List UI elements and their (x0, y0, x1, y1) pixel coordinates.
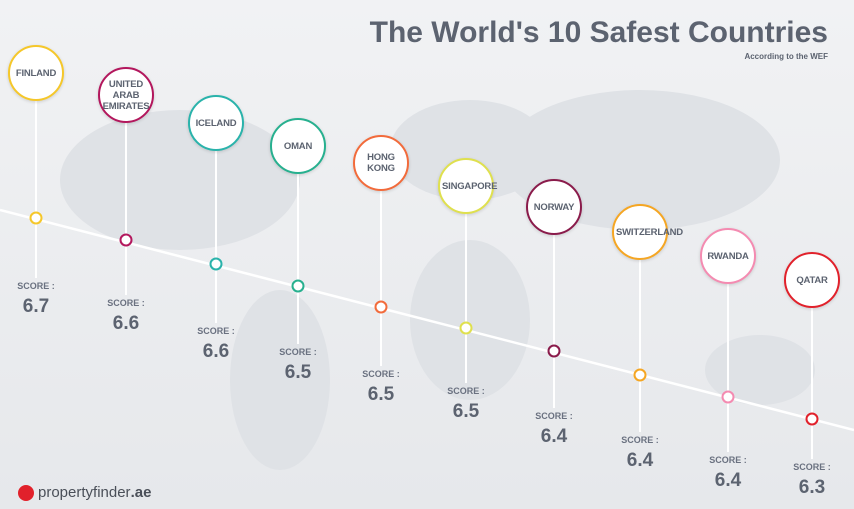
country-name: OMAN (283, 140, 313, 152)
score-label: SCORE : (447, 386, 485, 396)
score-label: SCORE : (17, 281, 55, 291)
country-bubble: ICELAND (188, 95, 244, 151)
score-value: 6.7 (22, 296, 50, 317)
score-value: 6.6 (202, 341, 230, 362)
marker-dot (805, 412, 819, 426)
marker-dot (119, 233, 133, 247)
score-label: SCORE : (793, 462, 831, 472)
score-value: 6.6 (112, 313, 140, 334)
country-bubble: NORWAY (526, 179, 582, 235)
score-label: SCORE : (107, 298, 145, 308)
marker-dot (209, 257, 223, 271)
country-bubble: OMAN (270, 118, 326, 174)
marker-dot (547, 344, 561, 358)
score-label: SCORE : (197, 326, 235, 336)
score-value: 6.3 (798, 477, 826, 498)
score-value: 6.5 (452, 401, 480, 422)
score-value: 6.4 (540, 426, 568, 447)
logo: propertyfinder .ae (18, 484, 151, 501)
country-name: HONG KONG (367, 152, 395, 174)
score-label: SCORE : (535, 411, 573, 421)
country-name: UNITED ARAB EMIRATES (102, 78, 150, 112)
marker-dot (633, 368, 647, 382)
country-bubble: SWITZERLAND (612, 204, 683, 260)
logo-brand: propertyfinder (38, 484, 131, 501)
score-label: SCORE : (279, 347, 317, 357)
score-value: 6.5 (367, 384, 395, 405)
subtitle: According to the WEF (744, 52, 828, 61)
score-label: SCORE : (362, 369, 400, 379)
country-name: RWANDA (707, 250, 749, 262)
country-name: SINGAPORE (442, 180, 498, 192)
country-bubble: QATAR (784, 252, 840, 308)
country-name: SWITZERLAND (616, 226, 683, 238)
country-name: NORWAY (533, 201, 575, 213)
country-bubble: RWANDA (700, 228, 756, 284)
logo-icon (18, 484, 34, 501)
marker-dot (721, 390, 735, 404)
title: The World's 10 Safest Countries (369, 16, 828, 49)
score-label: SCORE : (621, 435, 659, 445)
country-bubble: SINGAPORE (438, 158, 498, 214)
marker-dot (291, 279, 305, 293)
logo-domain: .ae (130, 484, 152, 501)
country-bubble: UNITED ARAB EMIRATES (98, 67, 154, 123)
marker-dot (374, 300, 388, 314)
score-value: 6.4 (714, 470, 742, 491)
country-bubble: HONG KONG (353, 135, 409, 191)
country-name: FINLAND (15, 67, 57, 79)
country-bubble: FINLAND (8, 45, 64, 101)
country-name: QATAR (796, 274, 828, 286)
score-label: SCORE : (709, 455, 747, 465)
score-value: 6.4 (626, 450, 654, 471)
marker-dot (459, 321, 473, 335)
country-name: ICELAND (195, 117, 237, 129)
score-value: 6.5 (284, 362, 312, 383)
trend-line (0, 208, 854, 432)
marker-dot (29, 211, 43, 225)
